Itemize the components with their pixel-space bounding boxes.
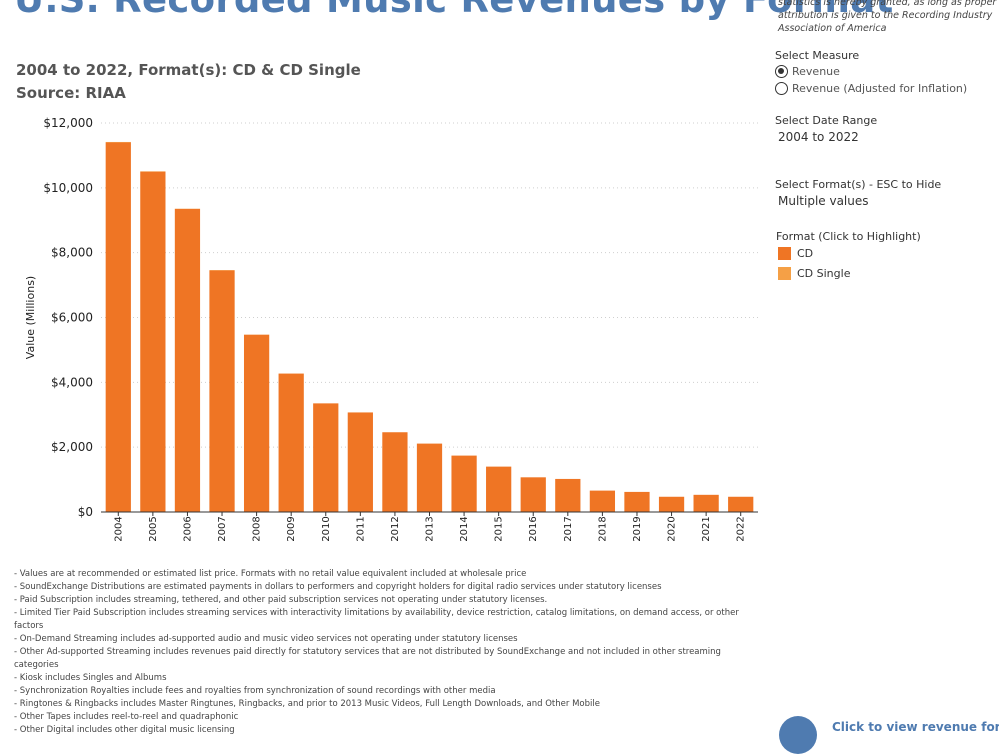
x-tick-label: 2019: [632, 516, 643, 541]
page-title: U.S. Recorded Music Revenues by Format: [14, 0, 894, 21]
measure-label: Select Measure: [775, 49, 859, 62]
y-tick-label: $8,000: [51, 246, 93, 260]
footnote: - Paid Subscription includes streaming, …: [14, 594, 754, 607]
y-tick-label: $10,000: [43, 181, 93, 195]
measure-option-revenue[interactable]: Revenue: [775, 65, 840, 78]
y-tick-label: $0: [78, 505, 93, 519]
view-revenue-link-icon[interactable]: [779, 716, 817, 754]
x-tick-label: 2021: [701, 516, 712, 541]
x-tick-label: 2009: [286, 516, 297, 541]
date-range-select[interactable]: 2004 to 2022: [778, 130, 859, 144]
bar-cd-2006[interactable]: [175, 209, 200, 512]
format-select-label: Select Format(s) - ESC to Hide: [775, 178, 941, 191]
y-tick-label: $2,000: [51, 440, 93, 454]
bar-cd-2022[interactable]: [728, 497, 753, 512]
chart-subtitle: 2004 to 2022, Format(s): CD & CD Single: [16, 61, 361, 79]
attribution-line: attribution is given to the Recording In…: [778, 9, 988, 22]
bar-cd-2016[interactable]: [521, 477, 546, 512]
x-tick-label: 2014: [459, 516, 470, 541]
footnote: - Synchronization Royalties include fees…: [14, 685, 754, 698]
footnote: - SoundExchange Distributions are estima…: [14, 581, 754, 594]
footnote: - On-Demand Streaming includes ad-suppor…: [14, 633, 754, 646]
x-tick-label: 2006: [182, 516, 193, 541]
legend-swatch-cd: [778, 247, 791, 260]
legend-label: CD: [797, 247, 813, 260]
bar-cd-2007[interactable]: [209, 270, 234, 512]
y-tick-label: $6,000: [51, 311, 93, 325]
bar-cd-2014[interactable]: [451, 456, 476, 512]
bar-cd-2010[interactable]: [313, 403, 338, 512]
footnote: - Ringtones & Ringbacks includes Master …: [14, 698, 754, 711]
revenue-bar-chart: $0 $2,000 $4,000 $6,000 $8,000 $10,000 $12,000…: [0, 110, 770, 550]
bar-cd-2009[interactable]: [279, 374, 304, 512]
bar-cd-2015[interactable]: [486, 467, 511, 512]
bar-cd-2017[interactable]: [555, 479, 580, 512]
footnote: - Other Ad-supported Streaming includes …: [14, 646, 754, 672]
y-axis-title: Value (Millions): [24, 276, 37, 359]
attribution-line: Association of America: [778, 22, 988, 35]
legend-item-cd-single[interactable]: CD Single: [778, 267, 850, 280]
measure-option-revenue-adjusted[interactable]: Revenue (Adjusted for Inflation): [775, 82, 967, 95]
bar-cd-2020[interactable]: [659, 497, 684, 512]
legend-swatch-cd-single: [778, 267, 791, 280]
attribution-line: statistics is hereby granted, as long as…: [778, 0, 988, 9]
bar-cd-2019[interactable]: [624, 492, 649, 512]
view-revenue-link[interactable]: Click to view revenue for: [832, 720, 999, 734]
x-tick-label: 2013: [425, 516, 436, 541]
bar-cd-2012[interactable]: [382, 432, 407, 512]
attribution-note: statistics is hereby granted, as long as…: [778, 0, 988, 35]
bar-cd-2021[interactable]: [694, 495, 719, 512]
radio-selected-icon[interactable]: [775, 65, 788, 78]
footnote: - Other Tapes includes reel-to-reel and …: [14, 711, 754, 724]
radio-unselected-icon[interactable]: [775, 82, 788, 95]
footnote: - Values are at recommended or estimated…: [14, 568, 754, 581]
x-tick-label: 2017: [563, 516, 574, 541]
x-tick-label: 2005: [148, 516, 159, 541]
footnote: - Kiosk includes Singles and Albums: [14, 672, 754, 685]
footnotes: - Values are at recommended or estimated…: [14, 568, 754, 737]
bar-cd-2008[interactable]: [244, 335, 269, 512]
bar-cd-2011[interactable]: [348, 412, 373, 512]
footnote: - Limited Tier Paid Subscription include…: [14, 607, 754, 633]
x-tick-label: 2004: [113, 516, 124, 541]
format-select[interactable]: Multiple values: [778, 194, 869, 208]
bar-cd-2004[interactable]: [106, 142, 131, 512]
legend-item-cd[interactable]: CD: [778, 247, 813, 260]
measure-option-label: Revenue (Adjusted for Inflation): [792, 82, 967, 95]
y-tick-label: $12,000: [43, 116, 93, 130]
x-tick-label: 2012: [390, 516, 401, 541]
x-tick-label: 2015: [494, 516, 505, 541]
bar-cd-2005[interactable]: [140, 172, 165, 512]
x-tick-label: 2022: [736, 516, 747, 541]
legend-title: Format (Click to Highlight): [776, 230, 921, 243]
date-range-label: Select Date Range: [775, 114, 877, 127]
bar-cd-2018[interactable]: [590, 491, 615, 512]
x-tick-label: 2020: [667, 516, 678, 541]
x-tick-label: 2018: [597, 516, 608, 541]
footnote: - Other Digital includes other digital m…: [14, 724, 754, 737]
y-tick-label: $4,000: [51, 375, 93, 389]
x-tick-label: 2016: [528, 516, 539, 541]
x-tick-label: 2010: [321, 516, 332, 541]
measure-option-label: Revenue: [792, 65, 840, 78]
chart-source: Source: RIAA: [16, 84, 126, 102]
x-tick-label: 2011: [355, 516, 366, 541]
x-tick-label: 2008: [252, 516, 263, 541]
x-tick-label: 2007: [217, 516, 228, 541]
legend-label: CD Single: [797, 267, 850, 280]
bar-cd-2013[interactable]: [417, 444, 442, 512]
